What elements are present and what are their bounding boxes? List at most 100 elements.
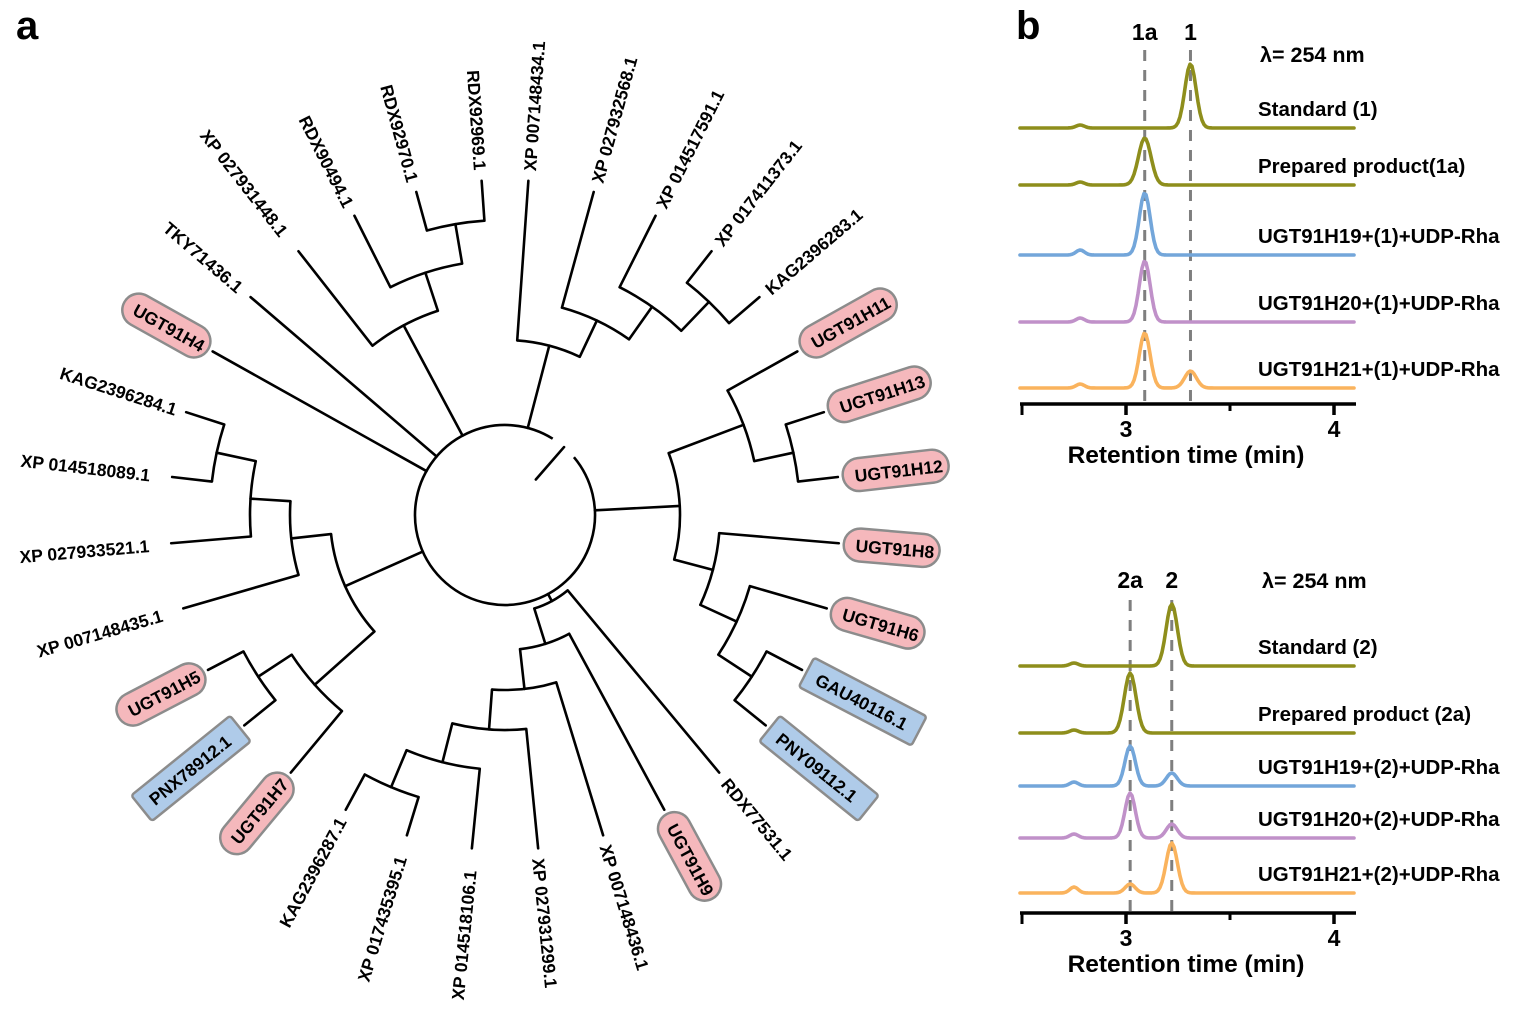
tree-leaf-label: XP 014518089.1 bbox=[20, 451, 152, 486]
tree-leaf: XP 027931299.1 bbox=[528, 857, 561, 989]
tree-arc bbox=[329, 533, 376, 633]
tree-branch bbox=[353, 214, 392, 289]
panel-a-label: a bbox=[16, 4, 39, 48]
chromatogram-trace bbox=[1018, 191, 1356, 257]
trace-label: UGT91H19+(1)+UDP-Rha bbox=[1258, 225, 1500, 248]
tree-branch bbox=[297, 249, 374, 348]
tree-leaf-highlight-pink bbox=[656, 810, 723, 902]
tree-branch bbox=[554, 681, 605, 837]
tree-branch bbox=[680, 300, 711, 333]
trace-label: UGT91H21+(2)+UDP-Rha bbox=[1258, 863, 1500, 886]
tree-branch bbox=[796, 475, 840, 483]
tree-arc bbox=[406, 749, 480, 771]
tree-leaf: XP 027931448.1 bbox=[196, 126, 292, 241]
tree-leaf-label: KAG2396283.1 bbox=[761, 204, 867, 298]
tree-arc bbox=[389, 262, 463, 289]
tree-leaf: UGT91H5 bbox=[115, 662, 207, 727]
tree-leaf-label: RDX90494.1 bbox=[295, 113, 358, 212]
tree-leaf-label: XP 017411373.1 bbox=[711, 136, 807, 250]
tree-branch bbox=[184, 410, 226, 426]
chromatogram-trace bbox=[1018, 671, 1356, 735]
tree-branch bbox=[532, 607, 547, 646]
chromatogram-trace bbox=[1018, 136, 1356, 187]
tree-branch bbox=[566, 589, 721, 774]
tree-leaf-label: RDX92969.1 bbox=[463, 69, 490, 171]
peak-marker-label: 1a bbox=[1132, 19, 1158, 45]
tree-leaf: KAG2396287.1 bbox=[275, 814, 351, 931]
axis-tick-label: 4 bbox=[1328, 416, 1341, 442]
tree-branch bbox=[249, 497, 292, 503]
trace-label: Standard (1) bbox=[1258, 98, 1378, 121]
tree-leaf: RDX92969.1 bbox=[463, 69, 490, 171]
tree-leaf: UGT91H9 bbox=[656, 810, 723, 902]
trace-label: Prepared product (2a) bbox=[1258, 703, 1471, 726]
tree-root-ring bbox=[413, 423, 597, 607]
tree-leaf: UGT91H6 bbox=[829, 596, 926, 650]
wavelength-label: λ= 254 nm bbox=[1260, 43, 1365, 67]
tree-arc bbox=[726, 389, 756, 462]
tree-leaf: TKY71436.1 bbox=[159, 218, 247, 297]
tree-leaf: XP 014518106.1 bbox=[448, 869, 481, 1001]
tree-arc bbox=[667, 452, 682, 560]
tree-leaf: UGT91H13 bbox=[826, 365, 932, 424]
tree-branch bbox=[470, 767, 482, 850]
tree-leaf-label: XP 027931299.1 bbox=[528, 857, 561, 989]
tree-leaf-highlight-blue bbox=[759, 715, 879, 822]
tree-arc bbox=[364, 773, 419, 799]
tree-leaf-label: RDX92970.1 bbox=[376, 83, 422, 185]
tree-leaf: RDX92970.1 bbox=[376, 83, 422, 185]
tree-branch bbox=[170, 475, 214, 483]
tree-leaf: UGT91H4 bbox=[121, 292, 212, 359]
tree-leaf-highlight-pink bbox=[798, 287, 898, 359]
tree-leaf-label: TKY71436.1 bbox=[159, 218, 247, 297]
tree-branch bbox=[454, 222, 464, 265]
tree-branch bbox=[206, 650, 245, 672]
tree-leaf: XP 007148436.1 bbox=[596, 842, 653, 972]
chromatogram-trace bbox=[1018, 259, 1356, 324]
tree-branch bbox=[402, 324, 464, 437]
tree-branch bbox=[748, 584, 829, 610]
tree-leaf-highlight-blue bbox=[131, 715, 251, 822]
tree-branch bbox=[289, 532, 333, 540]
tree-leaf: XP 007148434.1 bbox=[520, 40, 549, 171]
tree-branch bbox=[618, 214, 657, 289]
tree-leaf-label: XP 027933521.1 bbox=[19, 536, 151, 567]
tree-leaf: XP 014517591.1 bbox=[652, 86, 728, 211]
tree-arc bbox=[426, 219, 485, 232]
peak-marker-label: 2a bbox=[1117, 567, 1143, 593]
tree-leaf-label: PNX78912.1 bbox=[145, 731, 235, 809]
tree-leaf-label: XP 014517591.1 bbox=[652, 86, 728, 211]
tree-leaf: XP 027933521.1 bbox=[19, 536, 151, 567]
wavelength-label: λ= 254 nm bbox=[1262, 569, 1367, 593]
axis-tick-label: 3 bbox=[1120, 416, 1133, 442]
tree-arc bbox=[533, 589, 569, 610]
tree-branch bbox=[627, 305, 654, 341]
tree-branch bbox=[733, 698, 767, 727]
tree-branch bbox=[717, 531, 841, 545]
tree-arc bbox=[290, 654, 343, 713]
tree-arc bbox=[517, 339, 581, 358]
chromatogram-trace bbox=[1018, 744, 1356, 788]
tree-branch bbox=[567, 632, 666, 812]
tree-leaf-highlight-pink bbox=[841, 448, 950, 493]
tree-branch bbox=[526, 344, 551, 430]
tree-leaf-highlight-pink bbox=[842, 527, 941, 569]
tree-arc bbox=[561, 306, 630, 341]
tree-branch bbox=[560, 190, 596, 309]
trace-label: UGT91H20+(2)+UDP-Rha bbox=[1258, 808, 1500, 831]
tree-branch bbox=[578, 319, 599, 359]
tree-branch bbox=[289, 709, 344, 774]
tree-branch bbox=[313, 630, 376, 687]
x-axis-title: Retention time (min) bbox=[1068, 951, 1305, 978]
tree-branch bbox=[717, 653, 754, 678]
chromatogram-trace bbox=[1018, 331, 1356, 390]
tree-arc bbox=[733, 650, 768, 702]
chromatogram-trace bbox=[1018, 602, 1356, 668]
tree-arc bbox=[519, 632, 570, 651]
tree-branch bbox=[441, 722, 454, 764]
tree-leaf: PNY09112.1 bbox=[759, 715, 879, 822]
tree-root-stub bbox=[534, 445, 566, 481]
tree-leaf-label: KAG2396287.1 bbox=[275, 814, 351, 931]
tree-arc bbox=[242, 650, 277, 702]
tree-leaf: KAG2396283.1 bbox=[761, 204, 867, 298]
